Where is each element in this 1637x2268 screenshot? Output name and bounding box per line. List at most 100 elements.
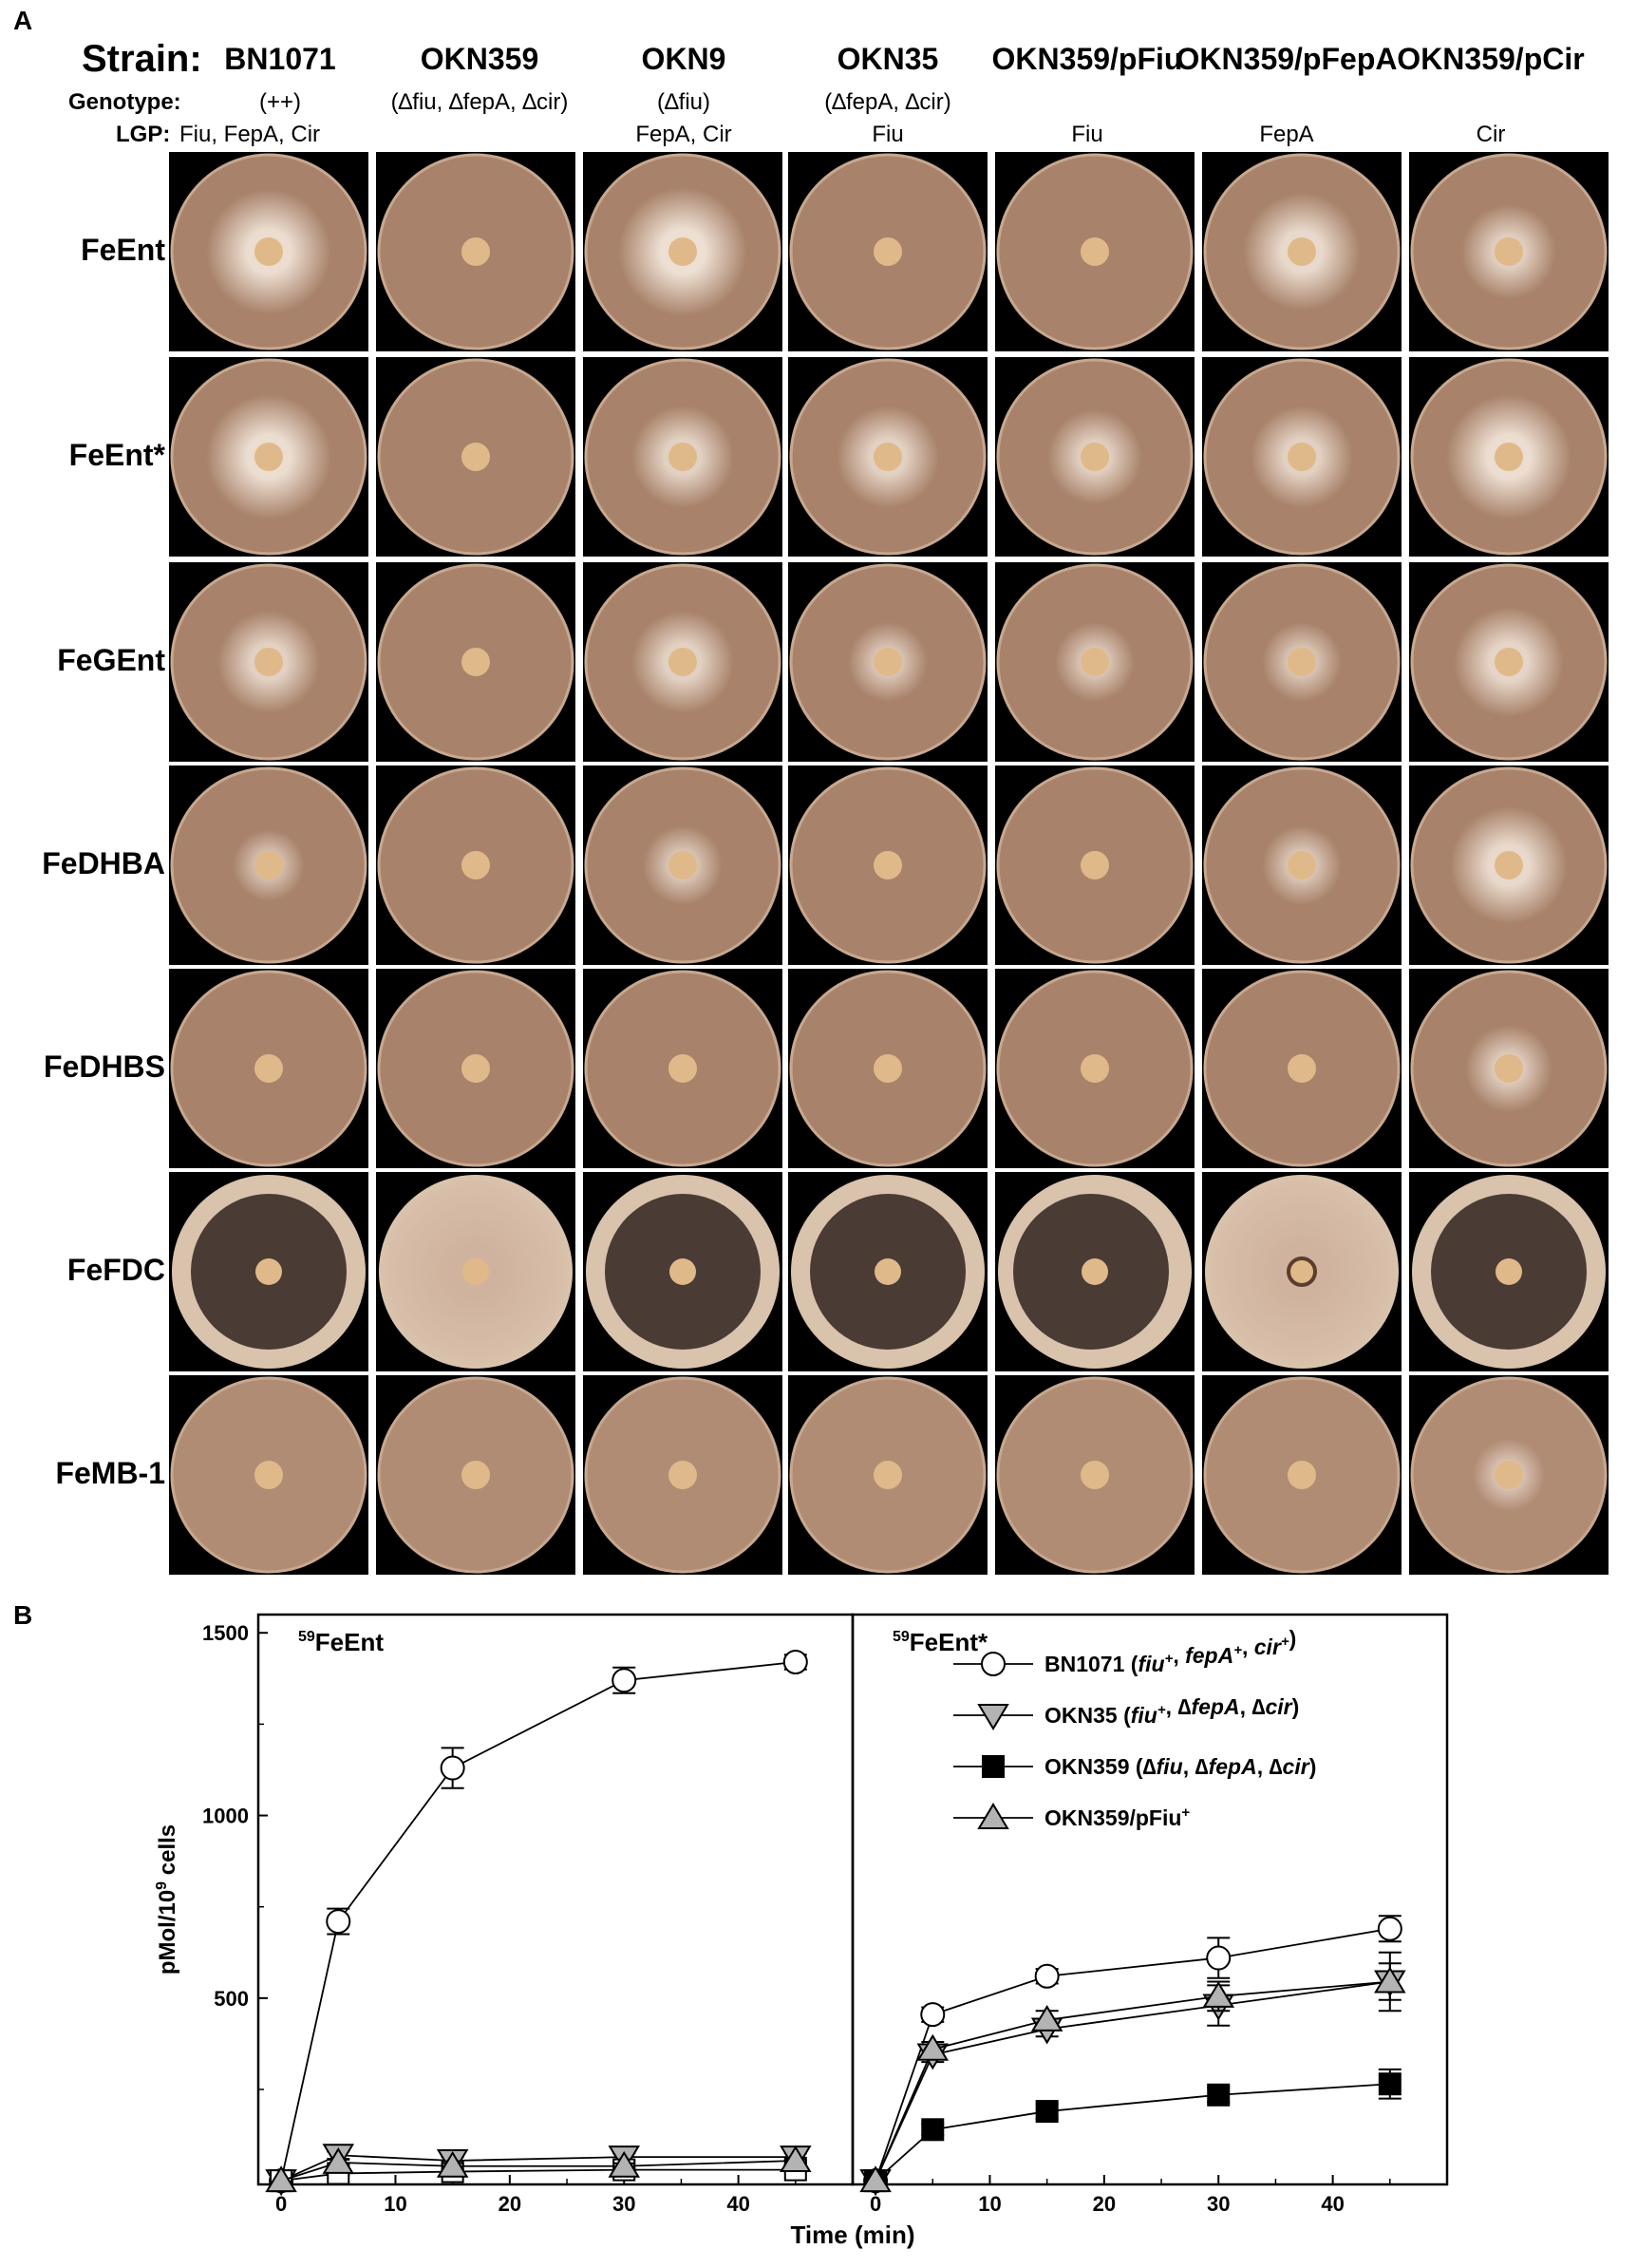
strain-name: BN1071: [224, 42, 336, 76]
lgp-label: LGP:: [116, 122, 171, 147]
plate: [169, 357, 368, 557]
data-point: [436, 2150, 469, 2178]
strain-lgp: FepA: [1259, 122, 1314, 147]
genotype-label: Genotype:: [68, 89, 181, 115]
plate: [169, 765, 368, 965]
x-tick-label: 40: [1321, 2192, 1344, 2216]
data-point: [916, 2033, 950, 2061]
series-line: [875, 1927, 1390, 2182]
legend-label: BN1071 (fiu+, fepA+, cir+): [1044, 1626, 1296, 1676]
legend-marker: [982, 1755, 1005, 1778]
plate: [169, 969, 368, 1168]
x-tick-label: 10: [978, 2192, 1001, 2216]
plate: [1202, 765, 1402, 965]
strain-lgp: Fiu: [872, 122, 904, 147]
data-point: [1034, 1963, 1060, 1989]
strain-lgp: Fiu: [1071, 122, 1103, 147]
series-OKN359: [270, 2158, 807, 2193]
data-point: [1035, 2100, 1059, 2124]
plate: [788, 152, 988, 351]
data-point: [1374, 1966, 1406, 1994]
plate: [1202, 152, 1402, 351]
row-label: FeEnt*: [68, 438, 165, 472]
chart-panel-2: 0 10 20 30 40 59FeEnt* Time (min) BN1071 (fiu+,…: [791, 1613, 1449, 2249]
plate: [788, 969, 988, 1168]
series-line: [280, 2154, 796, 2182]
plate: [1202, 357, 1402, 557]
data-point: [921, 2118, 945, 2142]
plate: [1202, 1375, 1402, 1575]
legend-label: OKN359 (∆fiu, ∆fepA, ∆cir): [1044, 1754, 1316, 1779]
strain-name: OKN359/pCir: [1397, 42, 1585, 76]
plate: [1202, 562, 1402, 762]
data-point: [782, 1650, 808, 1674]
x-tick-label: 20: [499, 2192, 521, 2216]
x-tick-label: 40: [726, 2192, 749, 2216]
legend-marker: [977, 1803, 1009, 1829]
data-point: [608, 2150, 640, 2178]
plate: [583, 152, 782, 351]
plate: [1409, 1375, 1609, 1575]
plate: [169, 1375, 368, 1575]
data-point: [612, 1668, 637, 1693]
plate: [995, 765, 1195, 965]
strain-lgp: Fiu, FepA, Cir: [179, 122, 321, 147]
plate: [995, 357, 1195, 557]
row-label: FeDHBS: [43, 1049, 165, 1084]
strain-name: OKN9: [641, 42, 726, 76]
row-label: FeDHBA: [42, 846, 165, 880]
plate-images: [169, 152, 1609, 1575]
legend-label: OKN359/pFiu+: [1044, 1805, 1190, 1830]
plate: [376, 357, 575, 557]
data-point: [322, 2146, 355, 2174]
series-OKN359: [864, 2068, 1402, 2193]
series-line: [875, 1980, 1390, 2182]
series-line: [280, 1661, 796, 2182]
row-label: FeEnt: [81, 233, 165, 267]
y-tick-label: 500: [214, 1987, 249, 2011]
y-axis-label: pMol/109 cells: [154, 1824, 180, 1975]
strain-genotype: (∆fepA, ∆cir): [824, 89, 951, 115]
strain-name: OKN359/pFiu: [991, 42, 1183, 76]
plate: [1409, 562, 1609, 762]
plate: [169, 562, 368, 762]
plate: [376, 1172, 575, 1371]
data-point: [1207, 2083, 1231, 2107]
data-point: [859, 2165, 892, 2193]
strain-genotype: (∆fiu, ∆fepA, ∆cir): [390, 89, 569, 115]
plate: [995, 562, 1195, 762]
panel-annotation: 59FeEnt: [298, 1628, 384, 1656]
x-axis-label: Time (min): [791, 2221, 915, 2249]
row-label: FeFDC: [66, 1253, 165, 1287]
plate: [583, 1375, 782, 1575]
strain-genotype: (++): [258, 89, 301, 115]
plate: [376, 969, 575, 1168]
chart-panel-1: 0 10 20 30 40 500 1000 1500 pMol/109 cells 59FeEn…: [154, 1613, 855, 2216]
series-OKN359/pFiu+: [859, 1951, 1406, 2193]
data-point: [1378, 2072, 1402, 2096]
row-label: FeMB-1: [55, 1456, 165, 1490]
plate: [788, 765, 988, 965]
x-tick-label: 30: [1207, 2192, 1230, 2216]
data-point: [1206, 1945, 1232, 1971]
series-line: [875, 1980, 1390, 2182]
plate: [583, 969, 782, 1168]
plate: [995, 152, 1195, 351]
strain-name: OKN35: [837, 42, 939, 76]
plate: [788, 357, 988, 557]
plate: [995, 1172, 1195, 1371]
x-tick-label: 10: [384, 2192, 406, 2216]
plate: [788, 1172, 988, 1371]
plate: [1202, 1172, 1402, 1371]
plate: [1409, 969, 1609, 1168]
plate: [1202, 969, 1402, 1168]
series-OKN35: [859, 1962, 1406, 2197]
plate: [376, 562, 575, 762]
strain-lgp: Cir: [1476, 122, 1506, 147]
strain-genotype: (∆fiu): [656, 89, 710, 115]
data-point: [780, 2145, 812, 2172]
plate: [169, 152, 368, 351]
strain-name: OKN359: [420, 42, 539, 76]
plate: [788, 562, 988, 762]
plate: [376, 152, 575, 351]
